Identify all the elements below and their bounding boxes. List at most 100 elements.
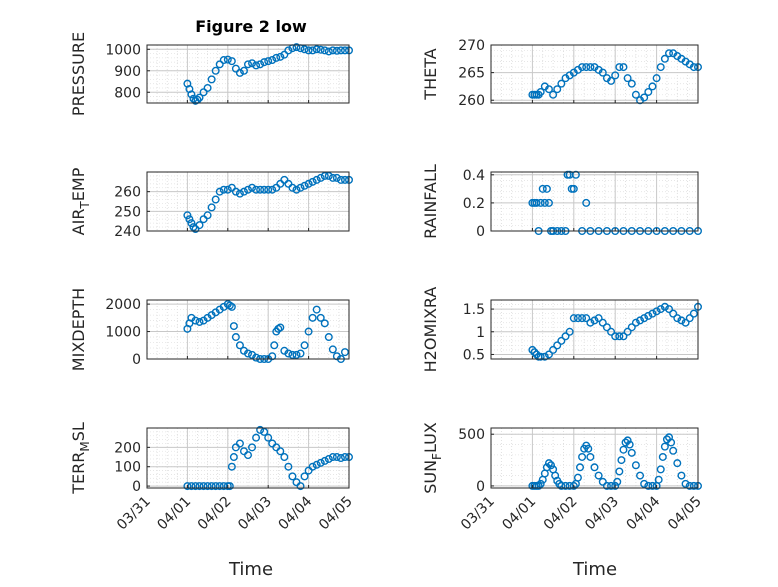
- data-point: [223, 55, 232, 64]
- data-point: [332, 46, 341, 55]
- data-point: [235, 68, 244, 77]
- data-point: [304, 179, 313, 188]
- y-tick-label: 900: [114, 64, 141, 80]
- data-point: [308, 177, 317, 186]
- panel-8: 0 500 03/31 04/01 04/02 04/03 04/04 04/05 SUNFLU…: [421, 422, 705, 533]
- x-tick-label: 03/31: [458, 494, 498, 534]
- data-point: [324, 171, 333, 180]
- data-point: [252, 61, 261, 70]
- x-tick-label: 04/05: [316, 494, 356, 534]
- axes-frame: [490, 427, 699, 489]
- axes-frame: [146, 44, 350, 104]
- data-point: [231, 187, 240, 196]
- y-tick-label: 0.5: [463, 347, 485, 363]
- x-tick-label: 04/01: [154, 494, 194, 534]
- data-point: [665, 305, 674, 314]
- data-point: [276, 447, 285, 456]
- data-point: [219, 185, 228, 194]
- data-point: [569, 481, 578, 490]
- data-point: [243, 451, 252, 460]
- data-point: [598, 318, 607, 327]
- data-point: [652, 74, 661, 83]
- data-point: [300, 181, 309, 190]
- data-point: [660, 442, 669, 451]
- data-point: [681, 318, 690, 327]
- x-tick-label: 04/02: [541, 494, 581, 534]
- panel-2: 260 265 270 THETA: [421, 38, 703, 109]
- data-point: [544, 198, 553, 207]
- data-point: [547, 461, 556, 470]
- data-point: [677, 316, 686, 325]
- data-point: [252, 433, 261, 442]
- data-point: [211, 66, 220, 75]
- data-point: [336, 454, 345, 463]
- y-axis-label: AIRTEMP: [69, 167, 92, 235]
- data-point: [260, 427, 269, 436]
- data-point: [607, 481, 616, 490]
- data-point: [239, 187, 248, 196]
- data-point: [573, 473, 582, 482]
- data-point: [640, 479, 649, 488]
- panel-4: 0 0.2 0.4 RAINFALL: [421, 164, 703, 240]
- y-tick-label: 0: [132, 479, 141, 495]
- data-point: [284, 46, 293, 55]
- data-point: [625, 440, 634, 449]
- data-point: [223, 185, 232, 194]
- data-point: [320, 456, 329, 465]
- data-point: [300, 341, 309, 350]
- data-point: [316, 173, 325, 182]
- data-point: [195, 317, 204, 326]
- y-tick-label: 270: [458, 38, 485, 54]
- data-point: [264, 433, 273, 442]
- data-point: [276, 179, 285, 188]
- y-tick-label: 100: [114, 460, 141, 476]
- x-tick-label: 03/31: [114, 494, 154, 534]
- data-point: [288, 183, 297, 192]
- data-point: [296, 349, 305, 358]
- data-point: [252, 185, 261, 194]
- y-tick-label: 500: [458, 427, 485, 443]
- plot-area: [491, 45, 698, 103]
- data-point: [312, 460, 321, 469]
- data-point: [256, 185, 265, 194]
- data-point: [328, 453, 337, 462]
- data-point: [183, 211, 192, 220]
- data-point: [573, 314, 582, 323]
- panel-5: 0 1000 2000 MIXDEPTH: [69, 288, 350, 371]
- data-point: [652, 307, 661, 316]
- data-point: [627, 323, 636, 332]
- data-point: [611, 332, 620, 341]
- data-point: [199, 215, 208, 224]
- data-point: [268, 56, 277, 65]
- data-point: [324, 333, 333, 342]
- data-point: [227, 57, 236, 66]
- data-point: [320, 319, 329, 328]
- y-tick-label: 1000: [105, 42, 141, 58]
- axes-frame: [146, 171, 350, 232]
- data-point: [316, 313, 325, 322]
- data-point: [308, 313, 317, 322]
- data-point: [340, 453, 349, 462]
- data-point: [304, 327, 313, 336]
- data-point: [183, 482, 192, 491]
- y-tick-label: 0.4: [463, 168, 485, 184]
- data-point: [324, 47, 333, 56]
- data-point: [195, 93, 204, 102]
- x-axis-label-left: Time: [228, 559, 273, 580]
- data-point: [673, 459, 682, 468]
- data-point: [536, 352, 545, 361]
- x-tick-label: 04/03: [235, 494, 275, 534]
- data-point: [187, 90, 196, 99]
- data-point: [536, 87, 545, 96]
- data-point: [308, 46, 317, 55]
- data-point: [660, 54, 669, 63]
- figure-title: Figure 2 low: [195, 17, 307, 36]
- y-tick-label: 260: [458, 93, 485, 109]
- data-point: [640, 93, 649, 102]
- data-point: [644, 481, 653, 490]
- data-point: [665, 49, 674, 58]
- data-point: [292, 43, 301, 52]
- data-point: [615, 332, 624, 341]
- data-point: [631, 461, 640, 470]
- data-point: [280, 50, 289, 59]
